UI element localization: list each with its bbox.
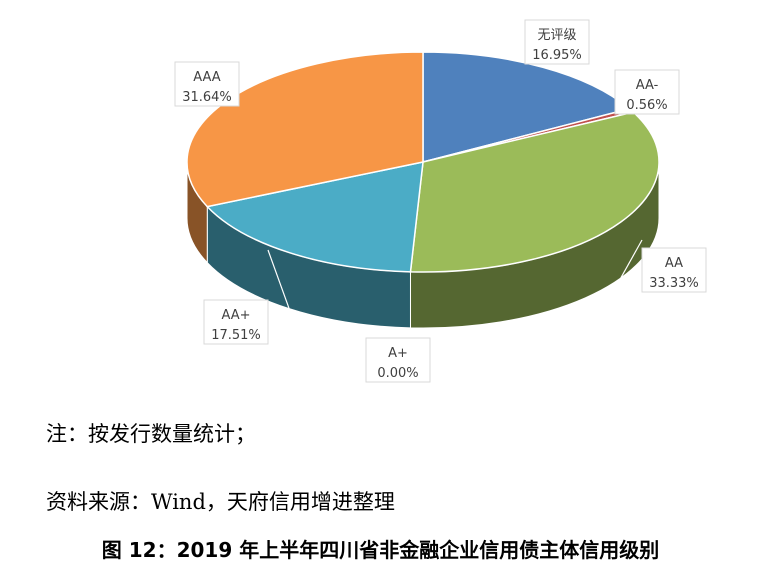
data-label-box-2 (641, 247, 707, 293)
data-label-value-0: 16.95% (532, 48, 582, 63)
pie-tops (186, 51, 660, 273)
leader-line-2 (620, 239, 643, 279)
data-label-box-1 (614, 69, 680, 115)
data-label-box-0 (524, 19, 590, 65)
leader-line-4 (267, 249, 290, 309)
data-label-value-3: 0.00% (377, 366, 418, 381)
data-label-category-1: AA- (636, 78, 659, 93)
data-labels: 无评级 16.95% AA- 0.56% AA 33.33% A+ 0.00% AA+ 17.51… (174, 19, 707, 383)
data-label-value-2: 33.33% (649, 276, 699, 291)
data-label-category-5: AAA (193, 70, 221, 85)
data-label-category-4: AA+ (221, 308, 250, 323)
figure-caption: 图 12：2019 年上半年四川省非金融企业信用债主体信用级别 (101, 538, 660, 562)
data-label-category-0: 无评级 (537, 28, 576, 43)
data-label-box-3 (365, 337, 431, 383)
pie-slice-4 (205, 161, 424, 273)
data-label-value-5: 31.64% (182, 90, 232, 105)
source-note: 资料来源：Wind，天府信用增进整理 (46, 490, 395, 514)
data-label-box-5 (174, 61, 240, 107)
pie-chart: 无评级 16.95% AA- 0.56% AA 33.33% A+ 0.00% AA+ 17.51… (174, 19, 707, 383)
data-label-box-4 (203, 299, 269, 345)
pie-sides (186, 161, 660, 329)
data-label-category-2: AA (665, 256, 683, 271)
data-label-value-1: 0.56% (626, 98, 667, 113)
pie-slice-2 (409, 111, 660, 273)
data-label-category-3: A+ (388, 346, 408, 361)
chart-note: 注：按发行数量统计； (46, 422, 256, 446)
data-label-value-4: 17.51% (211, 328, 261, 343)
